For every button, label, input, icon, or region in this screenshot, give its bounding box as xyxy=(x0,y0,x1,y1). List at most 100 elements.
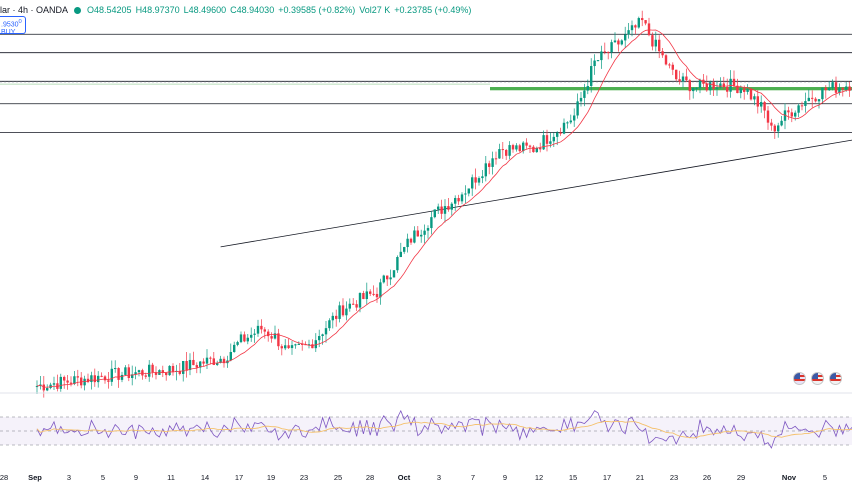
us-flag-icon[interactable] xyxy=(811,372,824,385)
candle-body xyxy=(447,206,450,210)
candle-body xyxy=(267,331,270,337)
candle-body xyxy=(216,362,219,365)
candle-body xyxy=(103,376,107,381)
candle-body xyxy=(749,89,753,100)
time-tick-label: 28 xyxy=(0,473,9,482)
candle-body xyxy=(824,87,827,91)
candle-body xyxy=(624,34,627,41)
candle-body xyxy=(59,376,62,389)
moving-average-line xyxy=(36,29,852,388)
time-tick-label: 15 xyxy=(568,473,578,482)
candle-body xyxy=(124,367,127,375)
candle-body xyxy=(535,148,538,153)
time-tick-label: 3 xyxy=(436,473,442,482)
candle-body xyxy=(590,66,593,87)
candle-body xyxy=(287,345,290,349)
candle-body xyxy=(110,368,113,382)
candle-body xyxy=(545,135,549,144)
candle-body xyxy=(56,383,59,389)
candle-body xyxy=(685,76,688,81)
time-tick-label: 19 xyxy=(266,473,276,482)
candle-body xyxy=(148,364,151,377)
candle-body xyxy=(617,40,620,45)
candle-body xyxy=(294,344,297,346)
time-tick-label: 3 xyxy=(66,473,72,482)
candle-body xyxy=(698,79,702,88)
candle-body xyxy=(637,18,640,28)
candle-body xyxy=(800,105,804,107)
candle-body xyxy=(253,333,256,335)
candle-body xyxy=(185,361,188,371)
candle-body xyxy=(76,376,79,378)
candle-body xyxy=(263,329,266,332)
candle-body xyxy=(358,293,362,308)
candle-body xyxy=(69,382,73,384)
candle-body xyxy=(66,380,69,383)
candle-body xyxy=(583,90,586,98)
low-value: L48.49600 xyxy=(183,5,227,15)
time-tick-label: 28 xyxy=(365,473,375,482)
candle-body xyxy=(209,357,212,359)
candle-body xyxy=(365,291,368,300)
candle-body xyxy=(335,315,338,319)
candle-body xyxy=(736,85,739,94)
candle-body xyxy=(766,110,770,123)
candle-body xyxy=(290,345,294,349)
candle-body xyxy=(630,25,634,31)
candle-body xyxy=(154,372,158,375)
candle-body xyxy=(416,230,419,237)
candle-body xyxy=(423,230,426,235)
time-tick-label: 12 xyxy=(534,473,544,482)
candle-body xyxy=(379,282,382,298)
candle-body xyxy=(314,340,317,349)
candle-body xyxy=(80,377,83,386)
time-tick-label: 29 xyxy=(736,473,746,482)
candle-body xyxy=(161,370,164,373)
candle-body xyxy=(709,82,712,91)
candle-body xyxy=(188,359,192,371)
candle-body xyxy=(93,375,96,383)
candle-body xyxy=(549,141,552,144)
symbol-label[interactable]: lar · 4h · OANDA xyxy=(0,5,69,15)
candle-body xyxy=(375,293,379,298)
candle-body xyxy=(644,20,647,24)
candle-body xyxy=(494,158,498,160)
candle-body xyxy=(821,87,824,100)
candle-body xyxy=(817,99,821,102)
candle-body xyxy=(46,388,49,391)
candle-body xyxy=(331,315,334,321)
candle-body xyxy=(409,238,413,243)
candle-body xyxy=(613,40,617,43)
time-tick-label: 9 xyxy=(133,473,139,482)
candle-body xyxy=(661,51,664,56)
trendline xyxy=(220,139,852,248)
candle-body xyxy=(219,358,222,363)
candle-body xyxy=(539,148,542,150)
candle-body xyxy=(518,145,521,152)
event-icon[interactable] xyxy=(793,372,806,385)
candle-body xyxy=(277,333,280,347)
candle-body xyxy=(178,370,181,374)
time-axis[interactable]: 28 Sep 3 5 9 11 14 17 19 23 25 28 Oct 3 7 9 12 15 17 21 23 26… xyxy=(0,471,852,485)
candle-body xyxy=(144,375,147,377)
candle-body xyxy=(420,234,423,237)
candle-body xyxy=(348,303,351,309)
candle-body xyxy=(338,305,341,319)
candle-body xyxy=(807,97,810,102)
us-flag-icon[interactable] xyxy=(829,372,842,385)
time-tick-label: Sep xyxy=(28,473,42,482)
candle-body xyxy=(722,83,725,88)
candle-body xyxy=(430,217,433,229)
candle-body xyxy=(831,82,834,88)
time-tick-label: 5 xyxy=(822,473,828,482)
candle-body xyxy=(573,115,576,121)
candle-body xyxy=(797,105,800,113)
buy-button[interactable]: .95300 BUY xyxy=(0,16,26,36)
candle-body xyxy=(134,372,137,375)
candle-body xyxy=(569,120,572,123)
buy-price: .9530 xyxy=(1,21,19,29)
candle-body xyxy=(389,277,392,280)
candle-body xyxy=(137,370,141,373)
candle-body xyxy=(42,384,45,391)
